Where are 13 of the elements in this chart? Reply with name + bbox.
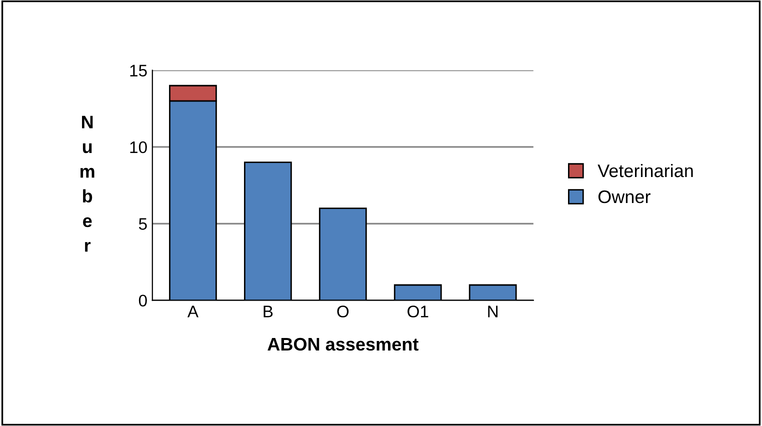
- y-tick-label: 0: [138, 294, 147, 307]
- x-tick-label: O1: [408, 306, 428, 318]
- x-tick-label: A: [187, 306, 198, 318]
- x-tick-label: O: [337, 306, 349, 318]
- y-tick-label: 5: [138, 218, 147, 230]
- x-axis-title: ABON assesment: [268, 338, 418, 351]
- legend-label: Owner: [598, 190, 650, 204]
- y-tick-label: 15: [130, 64, 147, 76]
- y-tick-label: 10: [130, 141, 147, 154]
- x-tick-label: B: [264, 306, 273, 318]
- y-axis-title: Number: [80, 116, 94, 252]
- x-tick-label: N: [488, 306, 498, 318]
- legend-label: Veterinarian: [598, 164, 693, 178]
